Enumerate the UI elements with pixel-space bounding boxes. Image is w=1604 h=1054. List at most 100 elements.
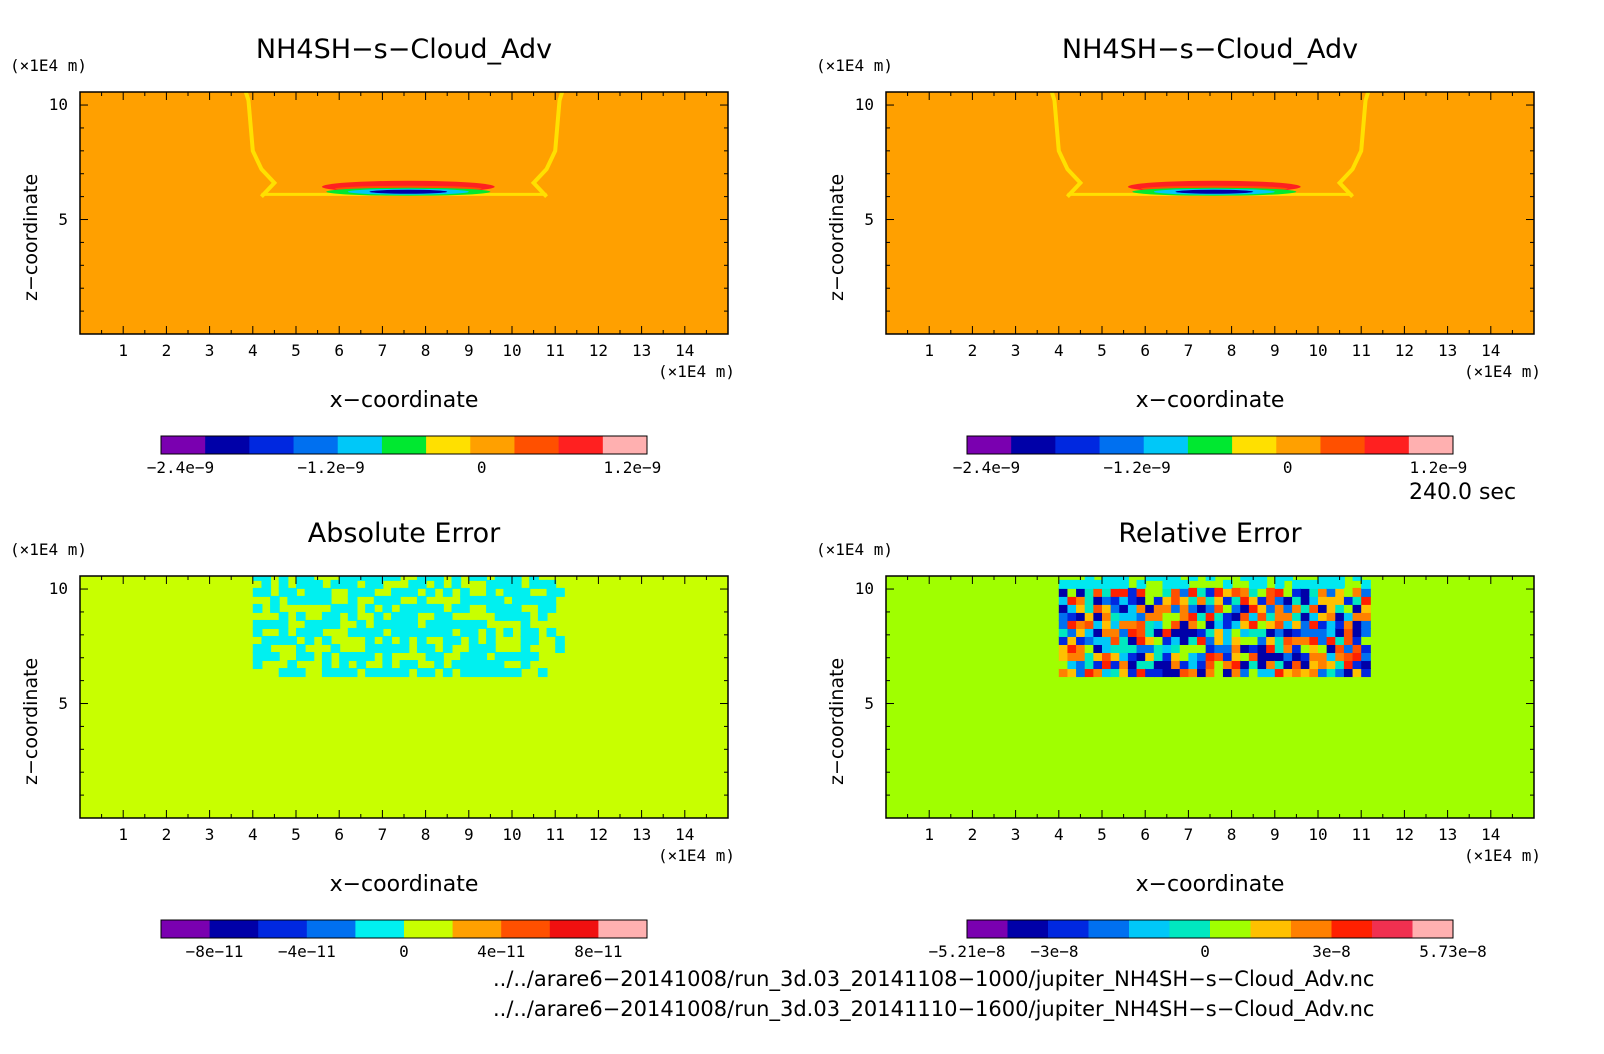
z-axis-label: z−coordinate — [826, 173, 848, 301]
error-cell — [1326, 652, 1337, 662]
error-cell — [339, 548, 349, 557]
error-cell — [1309, 611, 1319, 621]
error-cell — [1058, 660, 1069, 670]
error-cell — [1058, 619, 1069, 629]
error-cell — [1361, 635, 1371, 645]
error-cell — [460, 627, 470, 637]
error-cell — [486, 668, 496, 678]
error-cell — [408, 619, 418, 629]
error-cell — [1136, 643, 1147, 654]
x-tick-label: 14 — [675, 825, 695, 844]
error-cell — [382, 643, 393, 654]
error-cell — [1275, 548, 1285, 557]
error-cell — [1058, 587, 1069, 597]
error-cell — [1300, 587, 1311, 597]
panel-2 — [885, 91, 1535, 455]
anomaly-negative-core — [1175, 189, 1254, 194]
error-cell — [1257, 579, 1268, 589]
error-cell — [1335, 619, 1345, 629]
error-cell — [1119, 627, 1129, 637]
colorbar-swatch — [1250, 920, 1292, 938]
error-cell — [1127, 627, 1138, 637]
error-cell — [348, 556, 358, 565]
error-cell — [391, 587, 401, 597]
error-cell — [1361, 643, 1371, 654]
error-cell — [477, 619, 488, 629]
error-cell — [1257, 587, 1268, 597]
error-cell — [1058, 595, 1069, 605]
error-cell — [477, 564, 487, 573]
colorbar-swatch — [501, 920, 551, 938]
error-cell — [1084, 611, 1095, 621]
x-tick-label: 5 — [1097, 825, 1107, 844]
error-cell — [1076, 627, 1086, 637]
error-cell — [1335, 576, 1345, 581]
error-cell — [1067, 619, 1078, 629]
error-cell — [486, 603, 496, 613]
error-cell — [1344, 548, 1354, 557]
error-cell — [1257, 576, 1268, 581]
error-cell — [1240, 587, 1250, 597]
error-cell — [1180, 556, 1190, 565]
error-cell — [1327, 556, 1337, 565]
error-cell — [313, 595, 323, 605]
colorbar-swatch — [1412, 920, 1454, 938]
error-cell — [382, 576, 393, 581]
colorbar-swatch — [1055, 436, 1101, 454]
error-cell — [1240, 668, 1250, 678]
error-cell — [546, 579, 557, 589]
error-cell — [494, 611, 505, 621]
error-cell — [296, 540, 306, 549]
error-cell — [252, 534, 259, 539]
error-cell — [1153, 595, 1164, 605]
error-cell — [1318, 635, 1328, 645]
error-cell — [1257, 627, 1268, 637]
error-cell — [270, 564, 280, 573]
error-cell — [1353, 548, 1363, 557]
error-cell — [271, 534, 281, 542]
error-cell — [1300, 579, 1311, 589]
x-tick-label: 8 — [420, 341, 431, 360]
error-cell — [1318, 595, 1328, 605]
error-cell — [1084, 652, 1095, 662]
error-cell — [451, 579, 462, 589]
error-cell — [1153, 576, 1164, 581]
colorbar-swatch — [306, 920, 356, 938]
error-cell — [1093, 611, 1103, 621]
error-cell — [521, 564, 531, 573]
colorbar-swatch — [470, 436, 515, 454]
error-cell — [486, 564, 496, 573]
error-cell — [339, 652, 349, 662]
error-cell — [1188, 576, 1199, 581]
error-cell — [321, 595, 332, 605]
error-cell — [391, 611, 401, 621]
x-tick-label: 9 — [1269, 825, 1280, 844]
error-cell — [1076, 619, 1086, 629]
error-cell — [1266, 564, 1276, 573]
error-cell — [1309, 548, 1319, 557]
error-cell — [1076, 587, 1086, 597]
error-cell — [1274, 643, 1285, 654]
error-cell — [365, 652, 375, 662]
error-cell — [1326, 668, 1337, 678]
error-cell — [1084, 668, 1095, 678]
error-cell — [1153, 611, 1164, 621]
error-cell — [1110, 668, 1121, 678]
error-cell — [408, 627, 418, 637]
error-cell — [330, 603, 341, 613]
error-cell — [356, 660, 367, 670]
error-cell — [1154, 548, 1164, 557]
error-cell — [1292, 603, 1302, 613]
error-cell — [1197, 660, 1207, 670]
error-cell — [373, 643, 384, 654]
error-cell — [347, 611, 358, 621]
error-cell — [1067, 548, 1077, 557]
error-cell — [261, 587, 272, 597]
error-cell — [529, 579, 539, 589]
error-cell — [1343, 587, 1354, 597]
error-cell — [1102, 540, 1112, 549]
x-tick-label: 3 — [1010, 341, 1021, 360]
error-cell — [529, 635, 539, 645]
colorbar-swatch — [1088, 920, 1130, 938]
